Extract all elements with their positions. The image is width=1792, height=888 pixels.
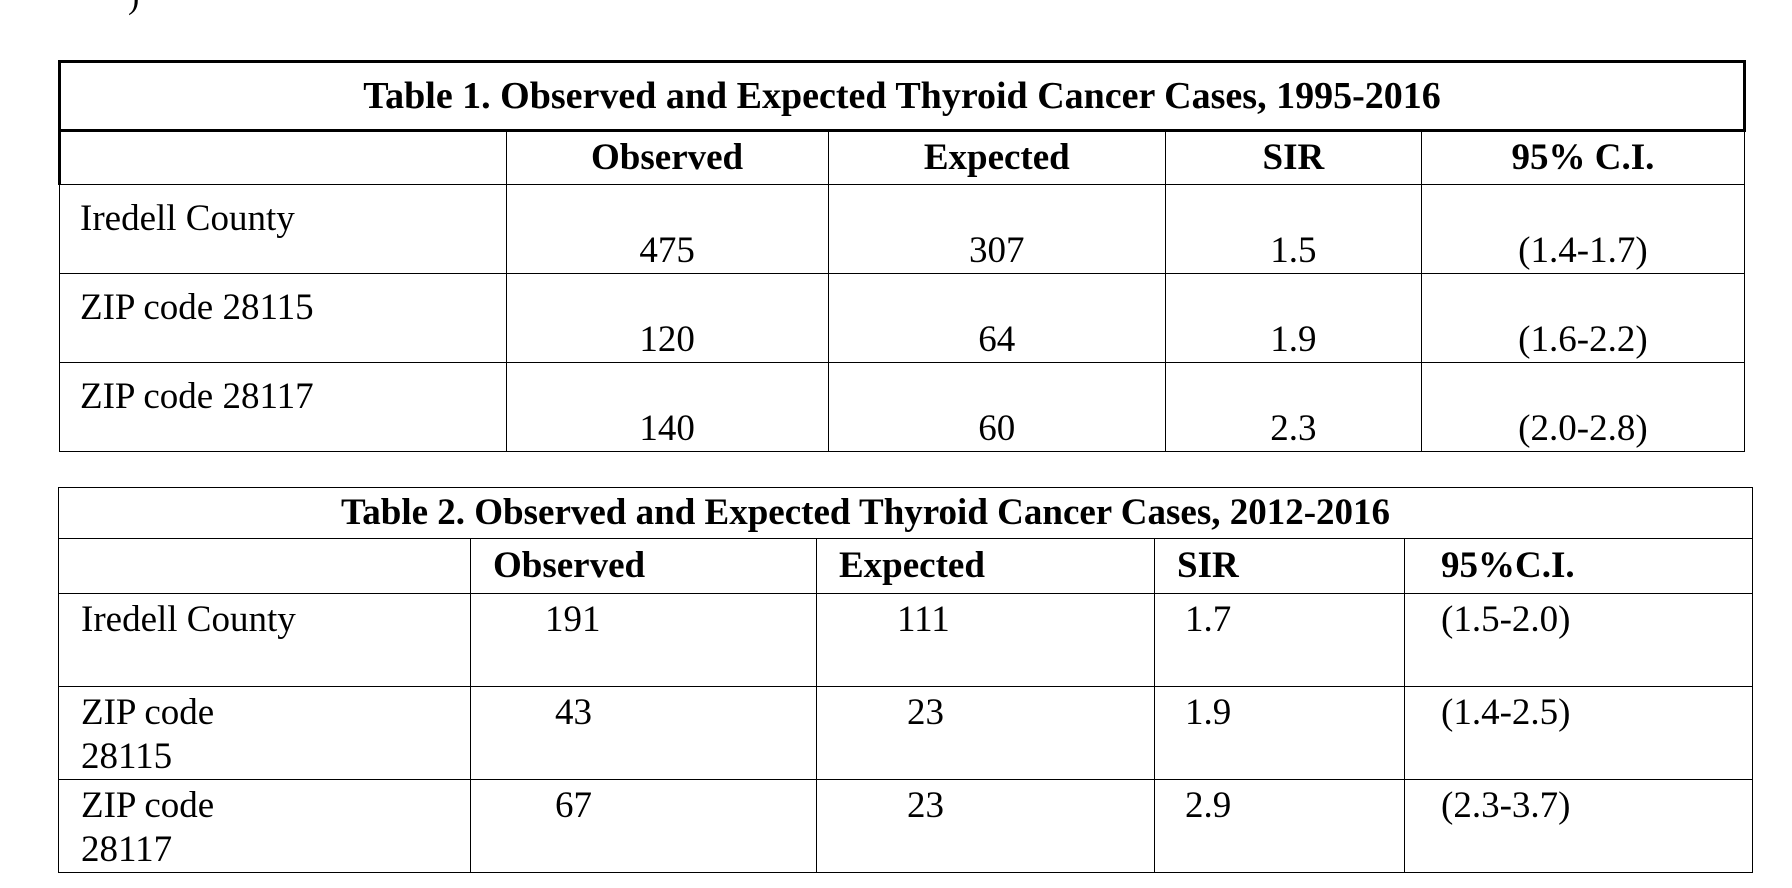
table-row: Iredell County 475 307 1.5 (1.4-1.7) (59, 184, 1746, 274)
table-header-row: Observed Expected SIR 95%C.I. (58, 538, 1754, 594)
ci-cell: (1.5-2.0) (1403, 593, 1754, 687)
observed-cell: 120 (505, 273, 829, 363)
ci-cell: (2.3-3.7) (1403, 779, 1754, 873)
observed-cell: 43 (470, 686, 817, 780)
table-observed-expected-1995-2016: Table 1. Observed and Expected Thyroid C… (58, 60, 1746, 452)
header-expected: Expected (827, 130, 1167, 185)
header-blank (58, 538, 471, 594)
expected-cell: 60 (827, 362, 1167, 452)
row-label: ZIP code 28117 (59, 362, 507, 452)
header-observed: Observed (505, 130, 829, 185)
table-observed-expected-2012-2016: Table 2. Observed and Expected Thyroid C… (57, 487, 1754, 873)
row-label: Iredell County (59, 184, 507, 274)
row-label: ZIP code 28115 (58, 686, 471, 780)
ci-cell: (1.4-2.5) (1403, 686, 1754, 780)
row-label: Iredell County (58, 593, 471, 687)
row-label-line2: 28117 (81, 829, 173, 870)
table-row: ZIP code 28117 67 23 2.9 (2.3-3.7) (58, 779, 1754, 873)
sir-cell: 1.7 (1154, 593, 1405, 687)
row-label-line2: 28115 (81, 736, 173, 777)
header-sir: SIR (1154, 538, 1405, 594)
header-expected: Expected (816, 538, 1155, 594)
row-label-line1: ZIP code (81, 692, 215, 733)
table-row: ZIP code 28117 140 60 2.3 (2.0-2.8) (59, 362, 1746, 452)
header-observed: Observed (470, 538, 817, 594)
row-label: ZIP code 28115 (59, 273, 507, 363)
text-fragment: ) (128, 0, 139, 18)
expected-cell: 23 (816, 686, 1155, 780)
expected-cell: 23 (816, 779, 1155, 873)
observed-cell: 191 (470, 593, 817, 687)
table-row: Iredell County 191 111 1.7 (1.5-2.0) (58, 593, 1754, 687)
observed-cell: 67 (470, 779, 817, 873)
sir-cell: 1.9 (1165, 273, 1422, 363)
header-ci: 95%C.I. (1403, 538, 1754, 594)
header-sir: SIR (1165, 130, 1422, 185)
row-label: ZIP code 28117 (58, 779, 471, 873)
table-header-row: Observed Expected SIR 95% C.I. (58, 130, 1746, 185)
expected-cell: 64 (827, 273, 1167, 363)
ci-cell: (1.6-2.2) (1420, 273, 1746, 363)
table-row: ZIP code 28115 120 64 1.9 (1.6-2.2) (59, 273, 1746, 363)
row-label-line1: Iredell County (81, 599, 296, 640)
observed-cell: 475 (505, 184, 829, 274)
ci-cell: (1.4-1.7) (1420, 184, 1746, 274)
sir-cell: 2.9 (1154, 779, 1405, 873)
header-blank (58, 130, 507, 185)
header-ci: 95% C.I. (1420, 130, 1746, 185)
ci-cell: (2.0-2.8) (1420, 362, 1746, 452)
expected-cell: 111 (816, 593, 1155, 687)
row-label-line1: ZIP code (81, 785, 215, 826)
table-title: Table 1. Observed and Expected Thyroid C… (58, 60, 1746, 132)
observed-cell: 140 (505, 362, 829, 452)
table-row: ZIP code 28115 43 23 1.9 (1.4-2.5) (58, 686, 1754, 780)
sir-cell: 1.5 (1165, 184, 1422, 274)
sir-cell: 1.9 (1154, 686, 1405, 780)
sir-cell: 2.3 (1165, 362, 1422, 452)
expected-cell: 307 (827, 184, 1167, 274)
table-title: Table 2. Observed and Expected Thyroid C… (57, 487, 1754, 539)
